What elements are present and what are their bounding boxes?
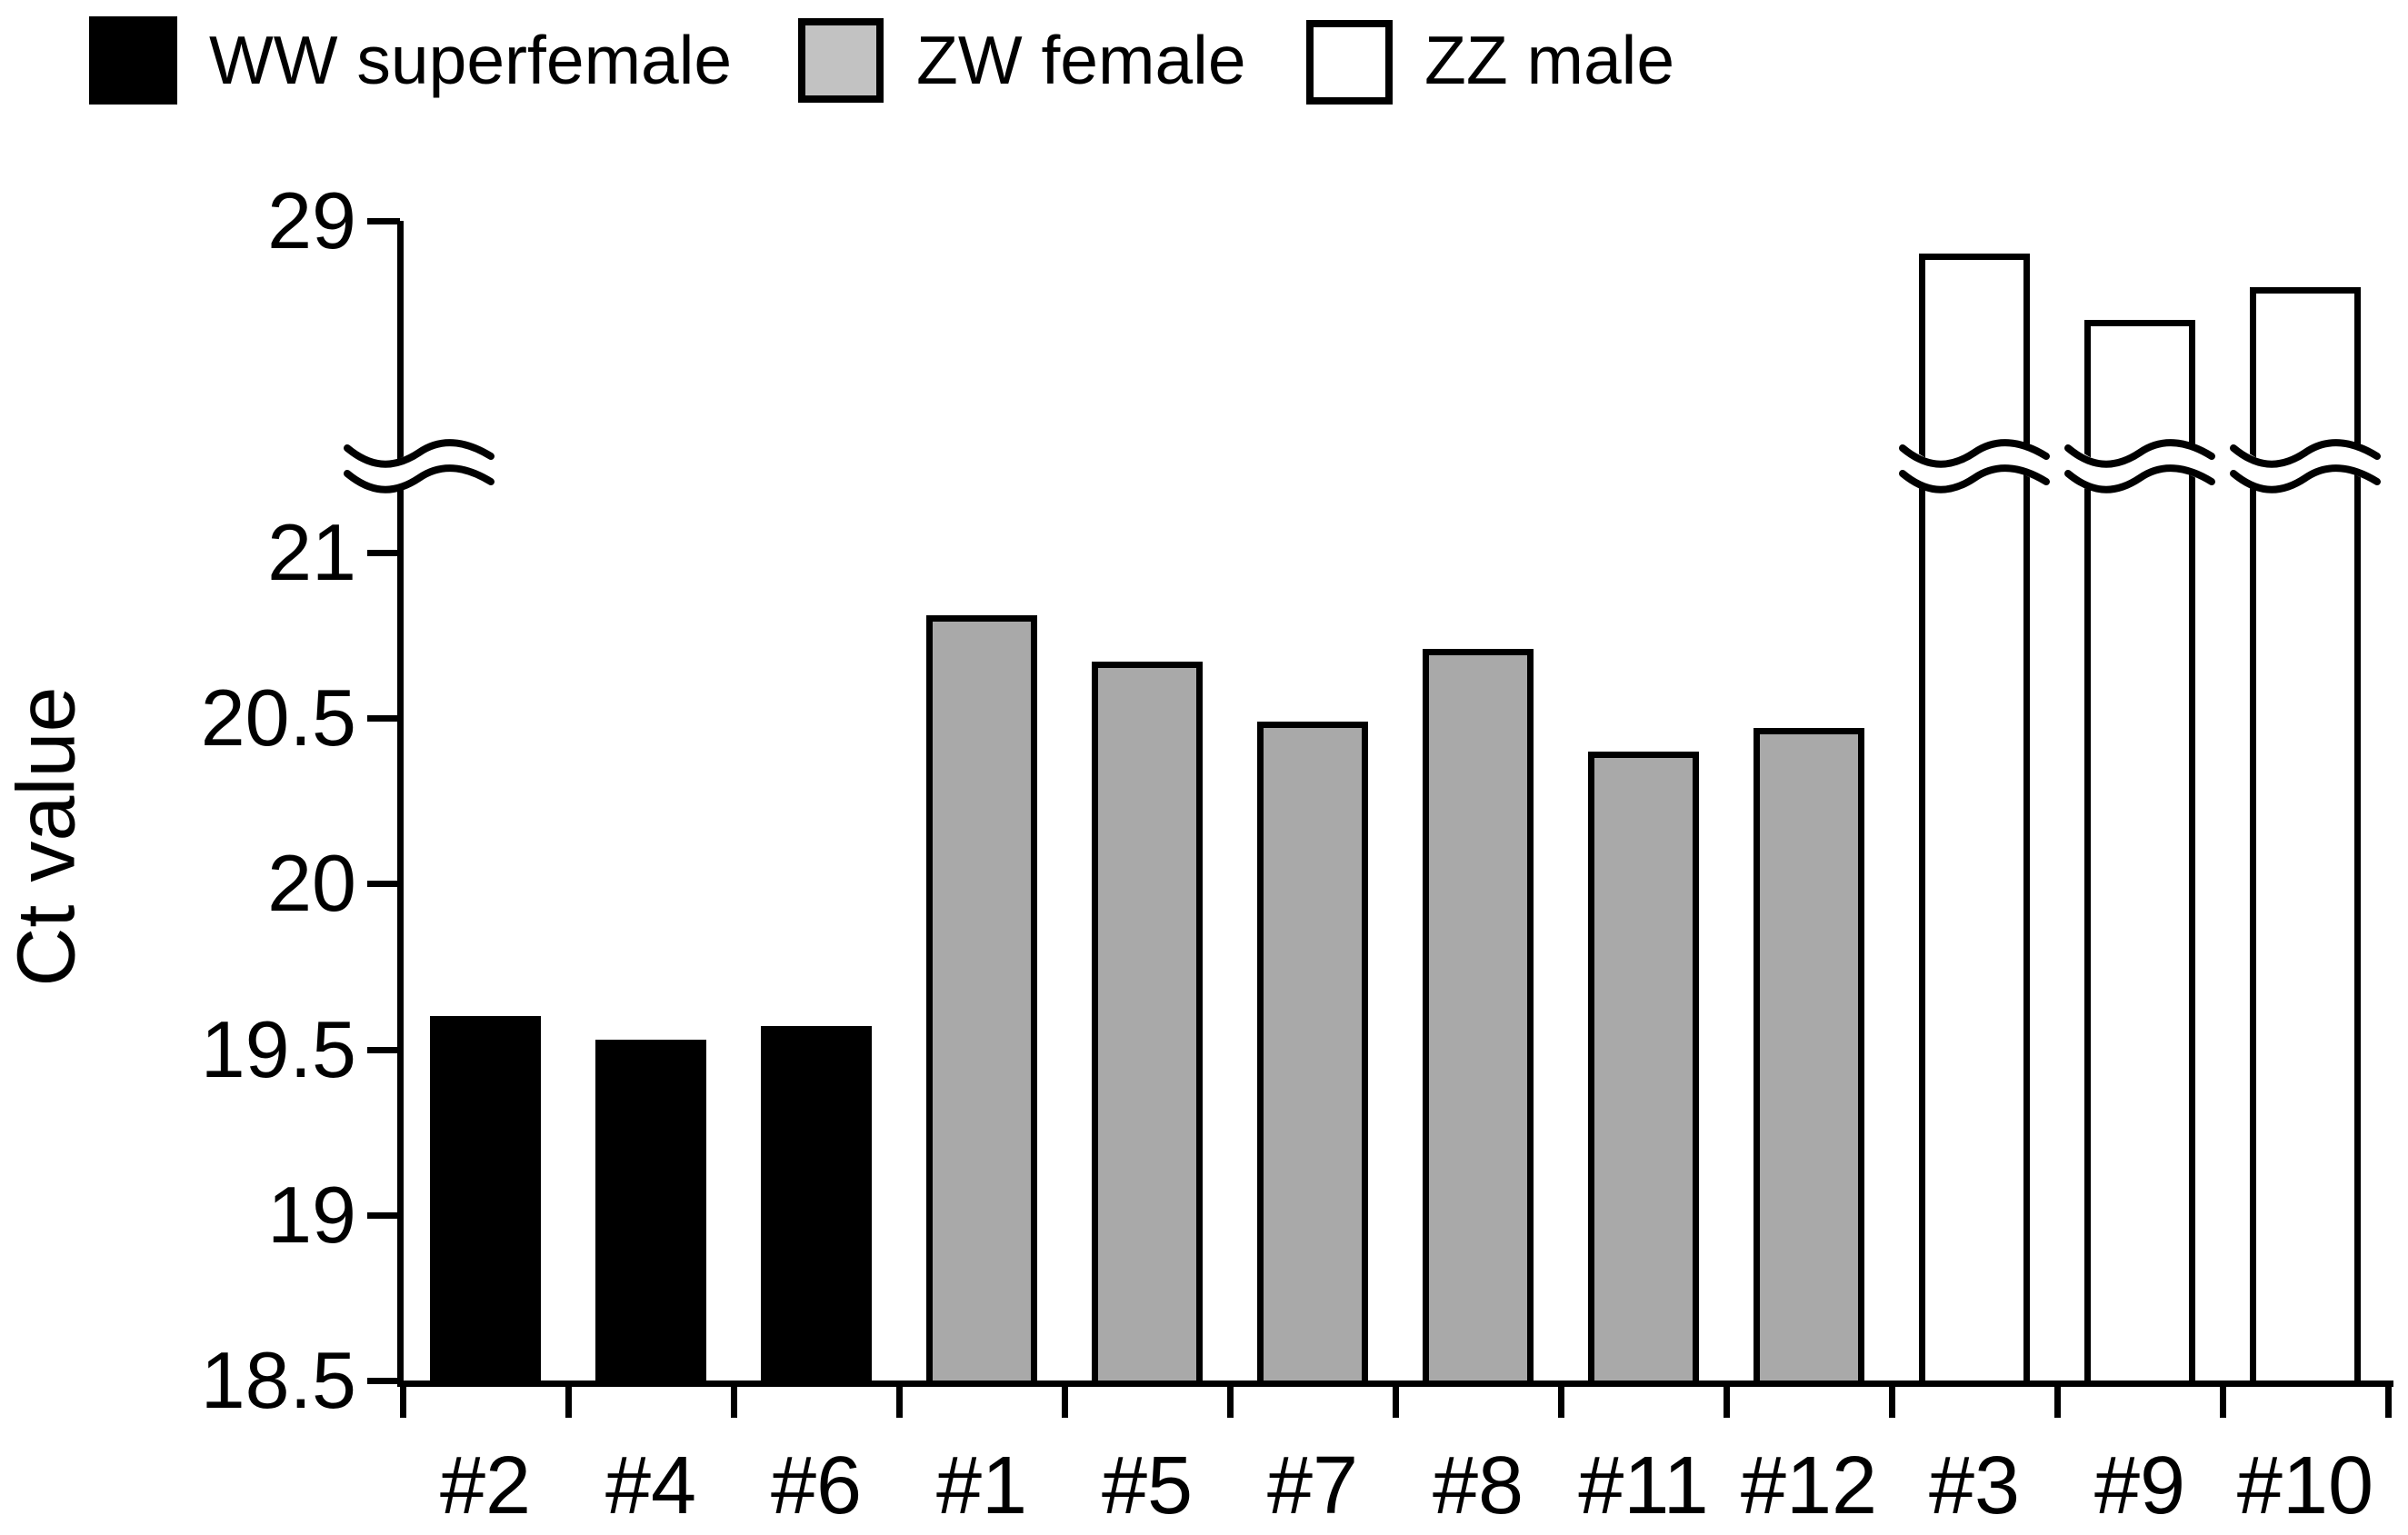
x-tick xyxy=(1393,1383,1399,1418)
y-tick xyxy=(367,550,400,556)
x-category-label: #2 xyxy=(439,1440,532,1531)
x-tick xyxy=(2054,1383,2061,1418)
y-tick-label: 19.5 xyxy=(200,1004,356,1094)
x-tick xyxy=(1227,1383,1234,1418)
x-tick xyxy=(565,1383,572,1418)
bar-sample-5 xyxy=(1092,662,1203,1381)
y-axis-break-wave xyxy=(342,439,496,493)
y-tick-label: 19 xyxy=(267,1170,356,1260)
bar-break-wave-sample-3 xyxy=(1897,439,2052,493)
y-tick xyxy=(367,1378,400,1384)
bar-sample-12 xyxy=(1754,728,1864,1381)
bar-break-wave-sample-10 xyxy=(2228,439,2383,493)
x-tick xyxy=(731,1383,737,1418)
x-tick xyxy=(2220,1383,2226,1418)
y-tick-label: 20.5 xyxy=(200,673,356,763)
y-tick-label: 29 xyxy=(267,175,356,265)
y-tick-label: 20 xyxy=(267,838,356,928)
bar-sample-4 xyxy=(595,1040,706,1381)
x-category-label: #4 xyxy=(604,1440,697,1531)
x-category-label: #1 xyxy=(935,1440,1028,1531)
x-category-label: #9 xyxy=(2093,1440,2186,1531)
legend-swatch-zw-female xyxy=(798,18,884,103)
bar-sample-11 xyxy=(1588,752,1699,1381)
y-tick xyxy=(367,715,400,722)
x-category-label: #11 xyxy=(1578,1440,1709,1531)
x-category-label: #3 xyxy=(1928,1440,2021,1531)
legend-swatch-zz-male xyxy=(1306,20,1393,105)
x-category-label: #5 xyxy=(1101,1440,1194,1531)
y-axis-title: Ct value xyxy=(1,686,93,987)
x-tick xyxy=(1558,1383,1564,1418)
x-category-label: #8 xyxy=(1432,1440,1524,1531)
x-category-label: #12 xyxy=(1740,1440,1878,1531)
y-tick xyxy=(367,1047,400,1053)
x-category-label: #7 xyxy=(1266,1440,1359,1531)
x-category-label: #6 xyxy=(770,1440,863,1531)
bar-sample-9 xyxy=(2084,320,2195,1381)
y-tick xyxy=(367,1212,400,1219)
x-tick xyxy=(1889,1383,1895,1418)
y-axis-line xyxy=(397,221,404,1387)
bar-sample-6 xyxy=(761,1026,872,1381)
x-tick xyxy=(1062,1383,1068,1418)
x-tick xyxy=(400,1383,406,1418)
bar-sample-8 xyxy=(1423,649,1534,1381)
x-tick xyxy=(896,1383,903,1418)
y-tick-label: 21 xyxy=(267,507,356,597)
x-tick xyxy=(1724,1383,1730,1418)
x-tick xyxy=(2385,1383,2392,1418)
x-category-label: #10 xyxy=(2236,1440,2374,1531)
y-tick xyxy=(367,881,400,887)
y-tick xyxy=(367,218,400,224)
legend-label-ww-superfemale: WW superfemale xyxy=(209,22,733,98)
bar-sample-1 xyxy=(926,615,1037,1381)
bar-break-wave-sample-9 xyxy=(2063,439,2217,493)
y-tick-label: 18.5 xyxy=(200,1335,356,1425)
bar-sample-7 xyxy=(1257,722,1368,1381)
legend-label-zz-male: ZZ male xyxy=(1424,22,1675,98)
legend-swatch-ww-superfemale xyxy=(89,16,177,105)
bar-sample-2 xyxy=(430,1016,541,1381)
legend-label-zw-female: ZW female xyxy=(916,22,1246,98)
